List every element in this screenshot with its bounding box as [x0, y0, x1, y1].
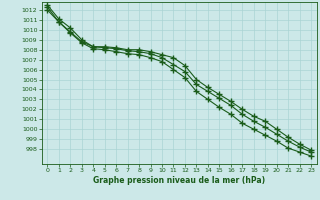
- X-axis label: Graphe pression niveau de la mer (hPa): Graphe pression niveau de la mer (hPa): [93, 176, 265, 185]
